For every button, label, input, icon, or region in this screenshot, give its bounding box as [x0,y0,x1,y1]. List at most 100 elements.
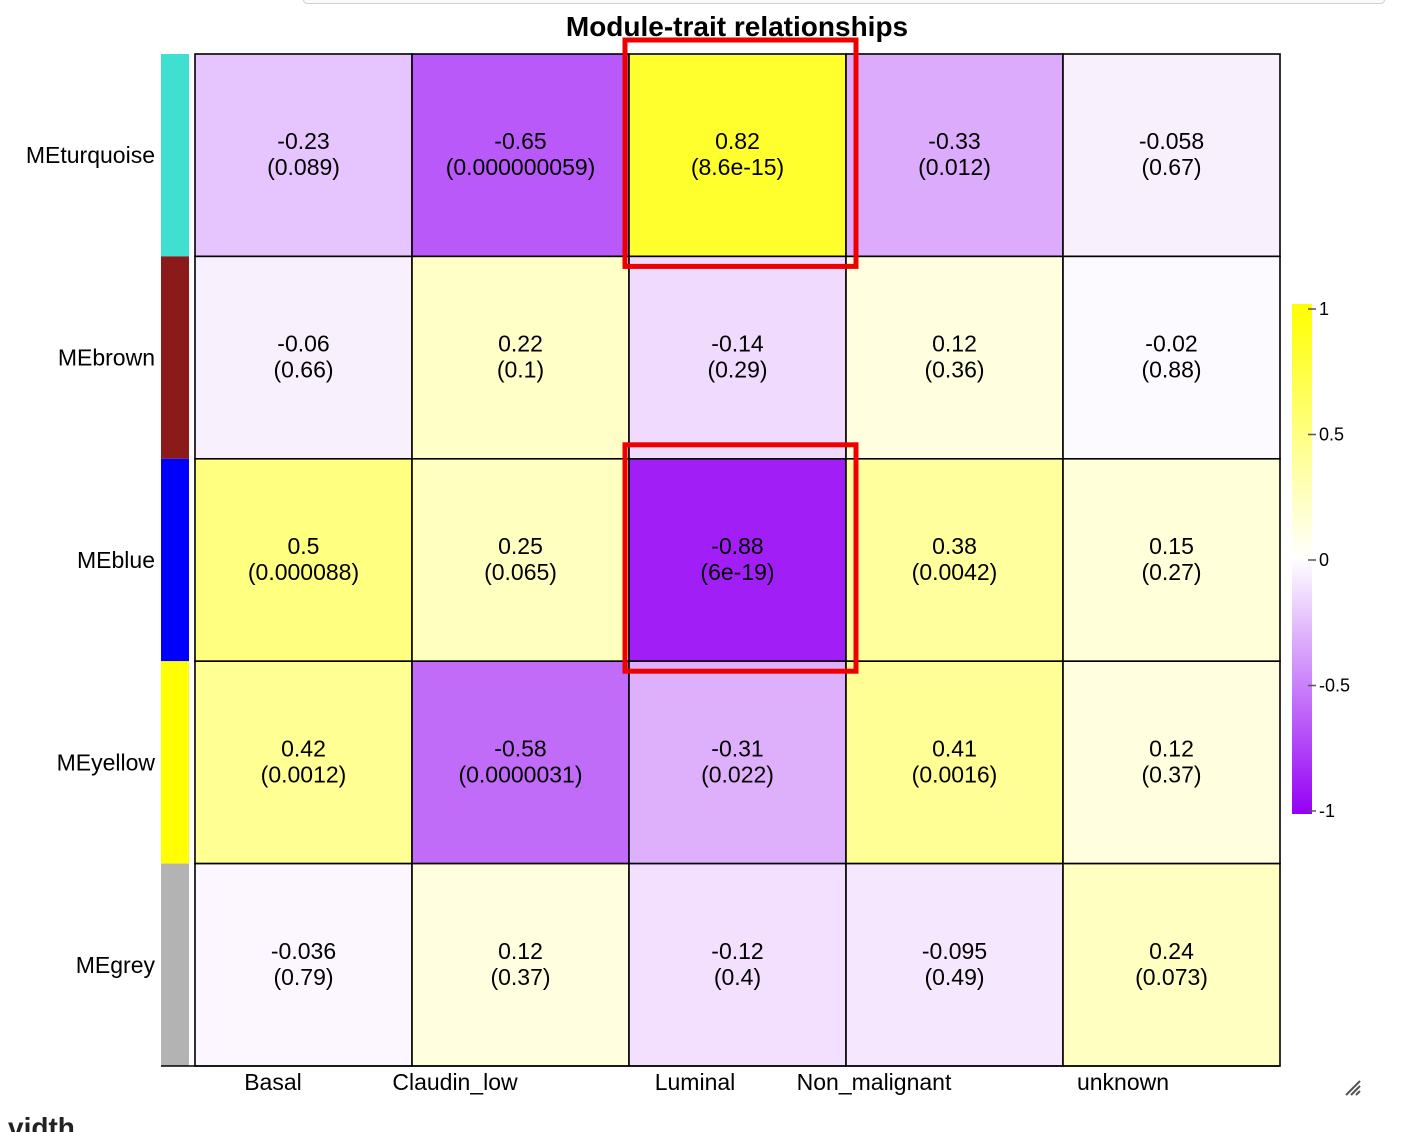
cell-pvalue-label: (0.29) [707,357,767,383]
cell-pvalue-label: (0.0016) [912,761,998,787]
heatmap-cell [1062,660,1281,865]
highlight-box [622,442,859,674]
resize-grip-icon[interactable] [1342,1077,1362,1097]
cell-correlation-label: 0.24 [1149,938,1194,964]
cell-correlation-label: 0.12 [498,938,543,964]
cell-correlation-label: -0.58 [494,735,546,761]
heatmap-cell [628,255,847,460]
cell-pvalue-label: (0.37) [490,964,550,990]
legend-tick-label: 1 [1319,299,1329,319]
cell-correlation-label: -0.02 [1145,331,1197,357]
cell-pvalue-label: (0.022) [701,761,774,787]
column-label-unknown: unknown [1077,1069,1169,1095]
module-color-bar-MEbrown [161,256,189,459]
cell-correlation-label: 0.38 [932,533,977,559]
cell-correlation-label: -0.65 [494,128,546,154]
cell-pvalue-label: (0.36) [924,357,984,383]
column-label-Basal: Basal [244,1069,302,1095]
heatmap-cell [845,457,1064,662]
footer-text-fragment: vidth [8,1112,75,1132]
cell-correlation-label: -0.06 [277,331,329,357]
heatmap-cell [194,255,413,460]
cell-correlation-label: 0.41 [932,735,977,761]
cell-pvalue-label: (0.0000031) [458,761,582,787]
row-label-MEgrey: MEgrey [76,952,156,978]
cell-pvalue-label: (0.37) [1141,761,1201,787]
cell-pvalue-label: (0.089) [267,154,340,180]
cell-correlation-label: 0.5 [288,533,320,559]
cell-correlation-label: 0.12 [932,331,977,357]
legend-gradient-bar [1292,304,1312,814]
heatmap-cell [628,457,847,662]
cell-correlation-label: 0.22 [498,331,543,357]
cell-correlation-label: -0.036 [271,938,336,964]
cell-correlation-label: -0.88 [711,533,763,559]
cell-correlation-label: 0.42 [281,735,326,761]
row-label-MEbrown: MEbrown [58,345,155,371]
column-label-Claudin_low: Claudin_low [392,1069,518,1095]
cell-pvalue-label: (0.000000059) [446,154,596,180]
cell-pvalue-label: (0.065) [484,559,557,585]
module-color-bar-MEyellow [161,661,189,864]
row-label-MEblue: MEblue [77,547,155,573]
heatmap-cell [628,862,847,1067]
cell-pvalue-label: (0.012) [918,154,991,180]
cell-correlation-label: -0.23 [277,128,329,154]
heatmap-cell [194,53,413,258]
row-label-MEyellow: MEyellow [57,749,156,775]
cell-pvalue-label: (0.67) [1141,154,1201,180]
row-label-MEturquoise: MEturquoise [26,142,155,168]
cell-pvalue-label: (0.4) [714,964,761,990]
cell-correlation-label: 0.12 [1149,735,1194,761]
module-color-bar-MEturquoise [161,54,189,257]
chart-title: Module-trait relationships [566,11,908,42]
heatmap-cell [845,862,1064,1067]
legend-tick-label: -1 [1319,801,1335,821]
heatmap-cell [1062,255,1281,460]
column-label-Non_malignant: Non_malignant [797,1069,952,1095]
legend-tick-label: -0.5 [1319,676,1350,696]
highlight-box [622,37,859,269]
cell-correlation-label: -0.31 [711,735,763,761]
heatmap-cell [411,457,630,662]
legend-tick-label: 0.5 [1319,425,1344,445]
cell-pvalue-label: (0.27) [1141,559,1201,585]
cell-pvalue-label: (0.073) [1135,964,1208,990]
legend-tick-label: 0 [1319,550,1329,570]
module-color-bar-MEblue [161,458,189,662]
heatmap-cell [628,53,847,258]
color-legend: 1 0.5 0 -0.5 -1 [1292,299,1350,821]
heatmap-cell [845,255,1064,460]
cell-pvalue-label: (0.79) [273,964,333,990]
cell-correlation-label: -0.095 [922,938,987,964]
cell-pvalue-label: (0.66) [273,357,333,383]
heatmap-cell [194,457,413,662]
heatmap-cell [411,660,630,865]
heatmap-cell [194,660,413,865]
heatmap-cell [411,255,630,460]
heatmap-cell [411,862,630,1067]
heatmap-cell [194,862,413,1067]
cell-correlation-label: 0.82 [715,128,760,154]
cell-pvalue-label: (6e-19) [700,559,774,585]
cell-pvalue-label: (0.88) [1141,357,1201,383]
heatmap-cell [845,53,1064,258]
heatmap-cell [1062,457,1281,662]
cell-correlation-label: -0.058 [1139,128,1204,154]
cell-pvalue-label: (0.000088) [248,559,359,585]
module-color-bar-MEgrey [161,863,189,1066]
cell-correlation-label: 0.15 [1149,533,1194,559]
cell-pvalue-label: (0.0012) [261,761,347,787]
column-label-Luminal: Luminal [655,1069,736,1095]
cell-correlation-label: -0.33 [928,128,980,154]
cell-correlation-label: -0.12 [711,938,763,964]
cell-correlation-label: -0.14 [711,331,764,357]
cell-correlation-label: 0.25 [498,533,543,559]
heatmap-cell [628,660,847,865]
cell-pvalue-label: (8.6e-15) [691,154,784,180]
heatmap-cell [411,53,630,258]
cell-pvalue-label: (0.1) [497,357,544,383]
cell-pvalue-label: (0.0042) [912,559,998,585]
cell-pvalue-label: (0.49) [924,964,984,990]
